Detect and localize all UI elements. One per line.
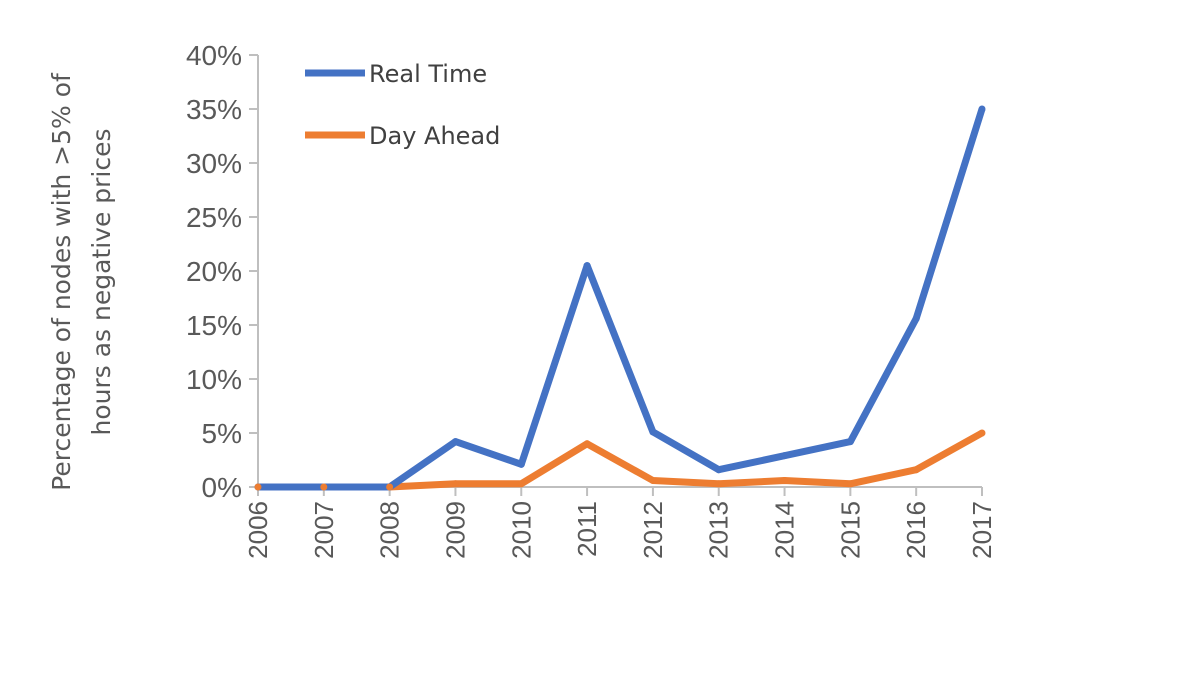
data-point <box>978 105 986 113</box>
x-tick-label: 2008 <box>375 501 405 559</box>
data-point <box>912 466 920 474</box>
y-tick-label: 35% <box>186 94 242 125</box>
x-tick-label: 2017 <box>967 501 997 559</box>
x-tick-label: 2016 <box>901 501 931 559</box>
data-point <box>583 262 591 270</box>
x-tick-label: 2012 <box>638 501 668 559</box>
legend-label: Day Ahead <box>369 122 500 150</box>
y-tick-label: 10% <box>186 364 242 395</box>
data-point <box>912 315 920 323</box>
data-point <box>781 477 789 485</box>
y-tick-label: 20% <box>186 256 242 287</box>
y-tick-label: 30% <box>186 148 242 179</box>
data-point <box>517 480 525 488</box>
series-line <box>258 429 984 491</box>
data-point <box>649 477 657 485</box>
data-point <box>846 438 854 446</box>
data-point <box>583 440 591 448</box>
x-tick-label: 2010 <box>506 501 536 559</box>
y-tick-label: 5% <box>202 418 242 449</box>
data-point <box>320 483 328 491</box>
data-point <box>386 483 394 491</box>
y-axis-title: Percentage of nodes with >5% of hours as… <box>47 72 116 491</box>
data-point <box>517 460 525 468</box>
data-point <box>715 466 723 474</box>
legend: Real Time Day Ahead <box>305 60 500 150</box>
series-lines <box>254 105 986 491</box>
x-axis: 2006 2007 2008 2009 2010 2011 2012 2013 2014 2015… <box>243 486 997 559</box>
y-tick-label: 40% <box>186 40 242 71</box>
x-tick-label: 2009 <box>440 501 470 559</box>
y-axis-title-line-2: hours as negative prices <box>87 128 116 435</box>
x-tick-label: 2011 <box>572 501 602 557</box>
data-point <box>649 428 657 436</box>
data-point <box>715 480 723 488</box>
legend-label: Real Time <box>369 60 487 88</box>
data-point <box>451 480 459 488</box>
x-tick-label: 2014 <box>770 501 800 559</box>
data-point <box>254 483 262 491</box>
data-point <box>781 452 789 460</box>
y-axis-title-line-1: Percentage of nodes with >5% of <box>47 72 76 491</box>
y-tick-label: 25% <box>186 202 242 233</box>
x-tick-label: 2007 <box>309 501 339 559</box>
x-tick-label: 2013 <box>704 501 734 559</box>
y-tick-label: 15% <box>186 310 242 341</box>
y-axis: 0% 5% 10% 15% 20% 25% 30% 35% 40% <box>186 40 259 503</box>
y-tick-label: 0% <box>202 472 242 503</box>
series-line <box>258 107 986 491</box>
data-point <box>846 480 854 488</box>
x-tick-label: 2006 <box>243 501 273 559</box>
data-point <box>451 438 459 446</box>
x-tick-label: 2015 <box>835 501 865 559</box>
data-point <box>978 429 986 437</box>
